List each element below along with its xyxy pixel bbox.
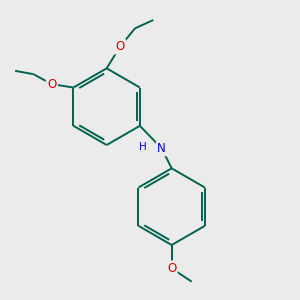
Text: O: O xyxy=(167,262,176,275)
Text: O: O xyxy=(116,40,124,53)
Text: O: O xyxy=(47,78,56,91)
Text: H: H xyxy=(140,142,147,152)
Text: N: N xyxy=(157,142,166,155)
